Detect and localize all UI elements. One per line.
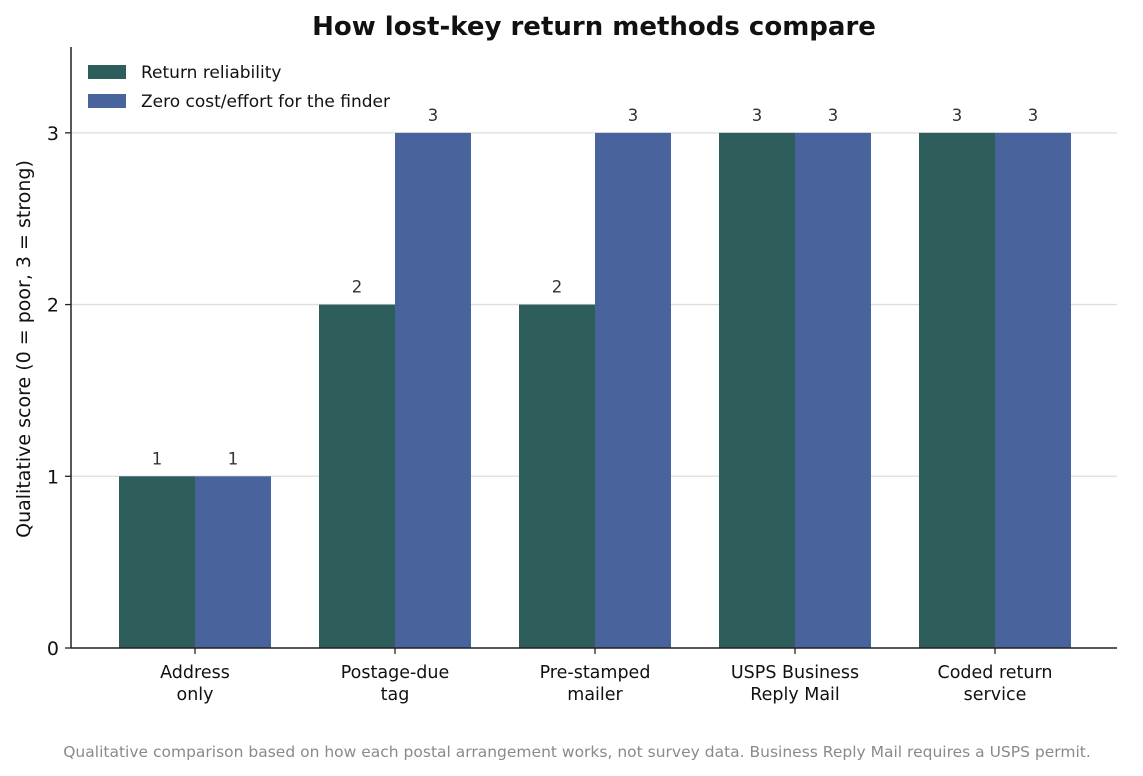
x-tick-label: Postage-due xyxy=(341,663,450,683)
y-axis-label: Qualitative score (0 = poor, 3 = strong) xyxy=(13,160,35,538)
data-labels: 1 2 2 3 3 1 3 3 3 3 xyxy=(152,106,1039,468)
legend-entry: Return reliability xyxy=(141,63,281,83)
y-tick-label: 1 xyxy=(47,466,59,488)
data-label: 1 xyxy=(152,449,163,468)
data-label: 3 xyxy=(952,106,963,125)
x-tick-label: service xyxy=(964,685,1027,705)
bar xyxy=(395,132,471,648)
chart-title: How lost-key return methods compare xyxy=(312,12,876,42)
x-tick-label: Reply Mail xyxy=(750,685,840,705)
y-tick-label: 3 xyxy=(47,123,59,145)
data-label: 1 xyxy=(228,449,239,468)
x-tick-label: only xyxy=(176,685,213,705)
legend-swatch xyxy=(88,94,126,108)
data-label: 3 xyxy=(628,106,639,125)
legend-entry: Zero cost/effort for the finder xyxy=(141,92,390,112)
bar xyxy=(519,304,595,648)
bar xyxy=(119,476,195,648)
x-tick-label: USPS Business xyxy=(731,663,859,683)
x-tick-label: Coded return xyxy=(938,663,1053,683)
bar xyxy=(719,132,795,648)
legend-swatch xyxy=(88,65,126,79)
data-label: 3 xyxy=(428,106,439,125)
x-tick-label: mailer xyxy=(567,685,623,705)
bar xyxy=(319,304,395,648)
bar xyxy=(995,132,1071,648)
bar xyxy=(195,476,271,648)
footnote: Qualitative comparison based on how each… xyxy=(63,743,1091,761)
x-tick-label: Address xyxy=(160,663,230,683)
y-ticks: 0 1 2 3 xyxy=(47,123,71,660)
x-tick-label: Pre-stamped xyxy=(540,663,651,683)
data-label: 3 xyxy=(828,106,839,125)
data-label: 3 xyxy=(1028,106,1039,125)
bars xyxy=(119,132,1071,648)
bar xyxy=(919,132,995,648)
data-label: 3 xyxy=(752,106,763,125)
data-label: 2 xyxy=(352,278,363,297)
y-tick-label: 0 xyxy=(47,638,59,660)
bar xyxy=(595,132,671,648)
axes xyxy=(70,47,1117,649)
y-tick-label: 2 xyxy=(47,295,59,317)
legend: Return reliability Zero cost/effort for t… xyxy=(88,63,390,112)
bar xyxy=(795,132,871,648)
x-tick-label: tag xyxy=(381,685,410,705)
data-label: 2 xyxy=(552,278,563,297)
